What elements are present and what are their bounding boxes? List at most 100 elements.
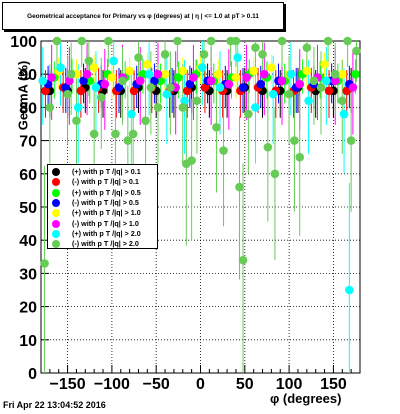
data-point [330, 69, 340, 79]
data-point [251, 103, 260, 112]
data-point [85, 76, 95, 86]
data-point [45, 103, 55, 112]
data-point [270, 169, 280, 179]
y-tick-label: 0 [28, 366, 37, 383]
legend-entry: (-) with p T /|q| > 0.1 [48, 177, 158, 187]
data-points [38, 36, 361, 295]
data-point [242, 73, 251, 82]
x-tick-label: −100 [94, 376, 130, 393]
chart-title: Geometrical acceptance for Primary vs φ … [27, 13, 259, 20]
data-point [128, 129, 138, 139]
data-point [302, 43, 312, 52]
data-point [316, 83, 326, 92]
data-point [235, 182, 244, 192]
y-tick-label: 40 [19, 233, 37, 250]
data-point [231, 36, 241, 46]
data-point [322, 76, 331, 86]
legend-marker [52, 219, 60, 228]
data-point [61, 83, 71, 92]
data-point [337, 69, 347, 79]
legend-label: (-) with p T /|q| > 0.5 [72, 197, 139, 207]
data-point [304, 96, 313, 106]
legend-label: (+) with p T /|q| > 0.5 [72, 187, 141, 197]
legend-entry: (-) with p T /|q| > 0.5 [48, 198, 158, 208]
data-point [295, 152, 305, 162]
legend-marker [52, 240, 60, 249]
data-point [146, 83, 156, 92]
footer-timestamp: Fri Apr 22 13:04:52 2016 [3, 400, 106, 410]
data-point [127, 109, 136, 119]
y-tick-label: 60 [19, 167, 37, 184]
data-point [89, 129, 99, 139]
data-point [182, 86, 192, 96]
x-tick-label: −50 [143, 376, 170, 393]
data-point [178, 103, 188, 112]
data-point [79, 76, 88, 86]
data-point [277, 36, 287, 46]
data-point [286, 69, 296, 79]
data-point [135, 76, 145, 86]
data-point [73, 103, 83, 112]
data-point [268, 89, 278, 99]
data-point [40, 259, 49, 268]
legend-marker [52, 168, 60, 176]
data-point [260, 69, 269, 79]
data-point [153, 103, 163, 112]
y-tick-label: 20 [19, 300, 37, 317]
data-point [143, 59, 152, 69]
data-point [160, 69, 170, 79]
data-point [330, 76, 340, 86]
data-point [38, 76, 48, 86]
data-point [107, 73, 117, 82]
data-point [111, 129, 120, 139]
data-point [238, 83, 248, 92]
x-tick-label: 0 [196, 376, 205, 393]
data-point [141, 116, 150, 125]
data-point [244, 109, 253, 119]
x-tick-label: 50 [236, 376, 254, 393]
data-point [100, 79, 110, 89]
data-point [72, 116, 81, 125]
data-point [63, 89, 72, 99]
data-point [256, 79, 266, 89]
data-point [138, 69, 148, 79]
legend: (+) with p T /|q| > 0.1 (-) with p T /|q|… [47, 164, 158, 249]
data-point [284, 89, 294, 99]
data-point [219, 146, 228, 155]
data-point [150, 76, 159, 86]
legend-label: (+) with p T /|q| > 1.0 [72, 208, 141, 218]
y-tick-label: 10 [19, 333, 37, 350]
data-point [160, 49, 170, 59]
data-point [153, 69, 163, 79]
data-point [178, 66, 188, 76]
y-tick-label: 90 [19, 67, 37, 84]
x-tick-label: −150 [50, 376, 86, 393]
data-point [187, 156, 196, 165]
data-point [96, 93, 106, 102]
data-point [339, 109, 349, 119]
data-point [267, 63, 276, 72]
data-point [224, 79, 234, 89]
data-point [323, 36, 333, 46]
data-point [309, 76, 319, 86]
data-point [114, 83, 124, 92]
legend-marker [52, 229, 60, 238]
data-point [125, 66, 134, 76]
y-tick-label: 80 [19, 100, 37, 117]
data-point [290, 136, 299, 145]
data-point [200, 83, 210, 92]
data-point [144, 69, 154, 79]
data-point [76, 86, 86, 96]
data-point [231, 73, 241, 82]
legend-entry: (+) with p T /|q| > 0.5 [48, 188, 158, 198]
legend-label: (-) with p T /|q| > 0.1 [72, 177, 139, 187]
legend-marker [52, 209, 60, 218]
data-point [174, 73, 183, 82]
data-point [352, 46, 361, 56]
title-box: Geometrical acceptance for Primary vs φ … [2, 2, 284, 30]
data-point [337, 96, 347, 106]
data-point [118, 76, 127, 86]
tick-labels: 0 10 20 30 40 50 60 70 80 90 100 −150 −100 −50 0 50 100 1… [10, 34, 347, 393]
data-point [197, 63, 207, 72]
data-point [348, 83, 358, 92]
